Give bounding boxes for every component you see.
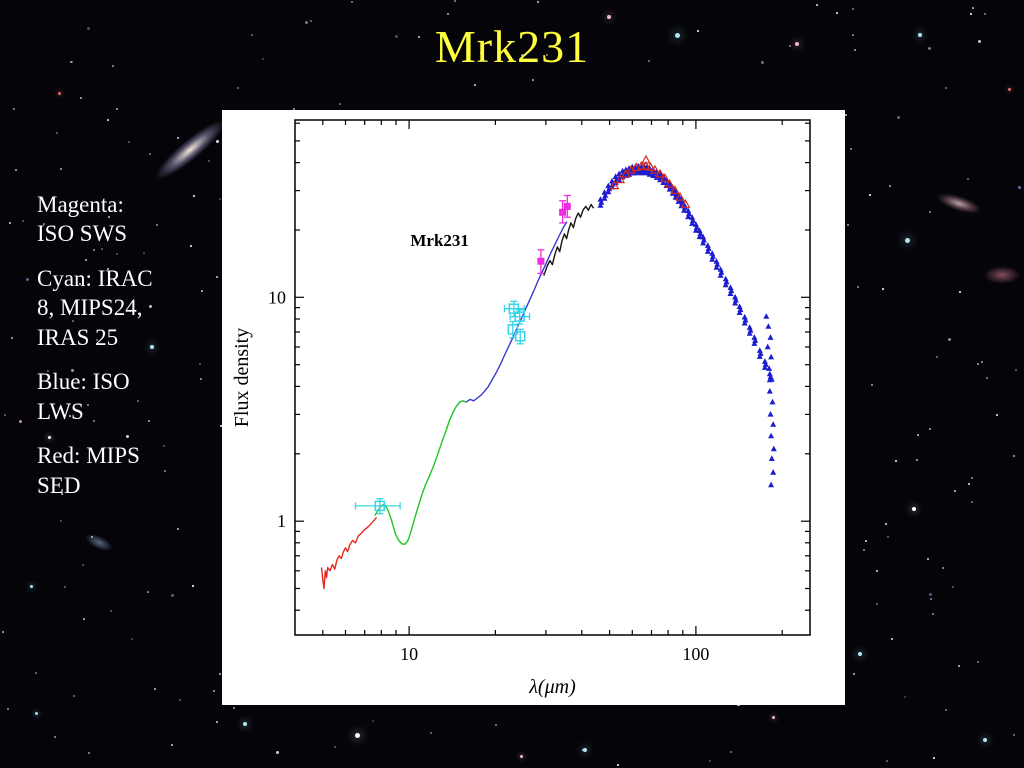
legend-item-red: Red: MIPS SED	[37, 443, 140, 498]
legend-item-magenta: Magenta: ISO SWS	[37, 192, 128, 247]
sed-chart: 10 100 1 10 λ(μm) Flux density Mrk231	[231, 119, 811, 698]
svg-text:Mrk231: Mrk231	[410, 231, 469, 250]
legend-item-cyan: Cyan: IRAC 8, MIPS24, IRAS 25	[37, 265, 153, 350]
svg-text:10: 10	[400, 644, 418, 664]
svg-text:100: 100	[682, 644, 709, 664]
plot-panel: 10 100 1 10 λ(μm) Flux density Mrk231	[222, 110, 845, 705]
slide-title: Mrk231	[434, 21, 590, 72]
svg-text:Flux density: Flux density	[231, 328, 253, 427]
legend-item-blue: Blue: ISO LWS	[37, 369, 130, 424]
color-legend: Magenta: ISO SWS Cyan: IRAC 8, MIPS24, I…	[37, 190, 157, 515]
svg-text:10: 10	[268, 287, 286, 307]
svg-text:λ(μm): λ(μm)	[528, 676, 576, 698]
svg-text:1: 1	[277, 511, 286, 531]
